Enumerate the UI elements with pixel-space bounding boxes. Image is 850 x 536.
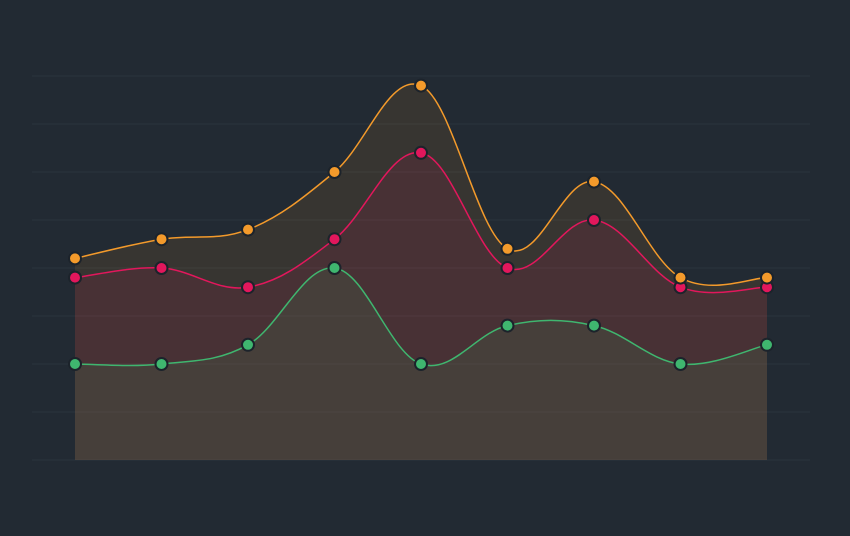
- data-points: [68, 78, 774, 371]
- data-point-s3-1: [68, 251, 82, 266]
- data-point-s1-6: [500, 318, 515, 333]
- data-point-s1-8: [673, 357, 688, 371]
- data-point-s2-3: [241, 280, 255, 295]
- data-point-s1-5: [414, 357, 428, 371]
- data-point-s1-1: [68, 357, 82, 371]
- data-point-s2-6: [500, 261, 515, 275]
- data-point-s3-7: [587, 174, 601, 189]
- data-point-s1-4: [327, 261, 342, 275]
- data-point-s1-3: [241, 337, 255, 352]
- data-point-s2-4: [327, 232, 342, 247]
- data-point-s1-2: [154, 357, 169, 371]
- series-line-2: [74, 152, 768, 294]
- series-area-3: [75, 83, 767, 460]
- data-point-s3-5: [414, 78, 428, 93]
- series-line-3: [74, 83, 768, 286]
- data-point-s3-4: [327, 165, 342, 179]
- data-point-s3-2: [154, 232, 169, 247]
- data-point-s3-6: [500, 241, 515, 256]
- data-point-s3-8: [673, 270, 688, 285]
- data-point-s2-5: [414, 145, 428, 160]
- series-area-1: [75, 267, 767, 460]
- data-point-s2-7: [587, 213, 601, 227]
- data-point-s2-2: [154, 261, 169, 275]
- data-point-s1-7: [587, 318, 601, 333]
- series-area-2: [75, 152, 767, 460]
- data-point-s1-9: [760, 337, 774, 352]
- data-point-s3-3: [241, 222, 255, 237]
- area-fills: [75, 83, 767, 460]
- data-point-s3-9: [760, 270, 774, 285]
- data-point-s2-1: [68, 270, 82, 285]
